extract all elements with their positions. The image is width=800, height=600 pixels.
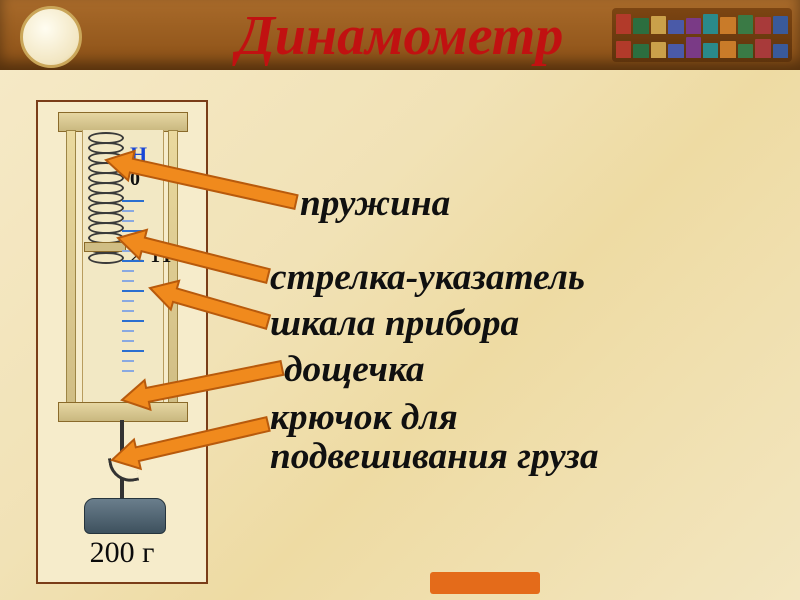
label-board: дощечка (284, 350, 425, 389)
scale-zero: 0 (130, 168, 140, 191)
device-rod (120, 478, 124, 500)
label-pointer: стрелка-указатель (270, 258, 585, 297)
dynamometer-drawing: Н 0 2 Н 200 г (58, 112, 186, 572)
slide-stage: Динамометр Н 0 2 Н 200 г пружина стрелка-… (0, 0, 800, 600)
device-panel: Н 0 2 Н 200 г (36, 100, 208, 584)
device-rod (120, 420, 124, 460)
device-top-board (58, 112, 188, 132)
device-spring (88, 134, 120, 244)
footer-chip (430, 572, 540, 594)
page-title: Динамометр (0, 4, 800, 68)
device-ticks (122, 192, 152, 382)
scale-unit: Н (130, 142, 147, 168)
label-spring: пружина (300, 184, 450, 223)
label-scale: шкала прибора (270, 304, 519, 343)
device-weight-label: 200 г (58, 536, 186, 570)
device-weight (84, 498, 166, 534)
label-hook: крючок дляподвешивания груза (270, 398, 598, 476)
device-rail (66, 130, 76, 404)
device-bottom-board (58, 402, 188, 422)
device-pointer (84, 242, 126, 252)
